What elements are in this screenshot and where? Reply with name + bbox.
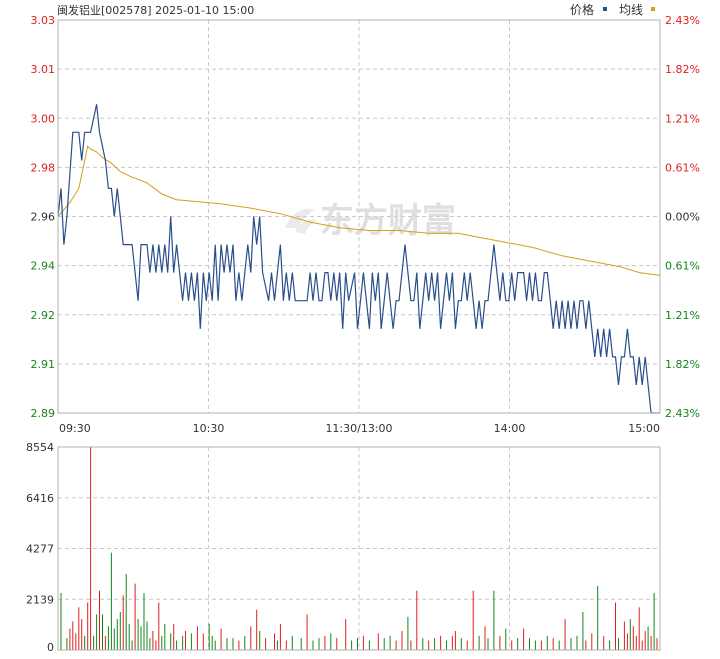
volume-y-tick-label: 0 [47, 641, 54, 654]
x-tick-label: 15:00 [628, 422, 660, 435]
y-tick-label-left: 2.89 [31, 407, 56, 420]
volume-bars-layer [57, 447, 661, 650]
axis-labels-layer: 3.03 2.43% 3.01 1.82% 3.00 1.21% 2.98 0.61% 2.96… [26, 14, 700, 654]
volume-y-tick-label: 8554 [26, 441, 54, 454]
x-tick-label: 14:00 [494, 422, 526, 435]
watermark-logo-icon [285, 208, 317, 234]
y-tick-label-right: 2.43% [665, 14, 700, 27]
volume-panel-frame [57, 446, 661, 651]
price-panel-frame [57, 19, 661, 414]
legend-swatch-avg [651, 7, 655, 11]
y-tick-label-left: 3.03 [31, 14, 56, 27]
legend-label-avg: 均线 [619, 3, 643, 17]
x-tick-label: 10:30 [193, 422, 225, 435]
volume-y-tick-label: 4277 [26, 543, 54, 556]
y-tick-label-left: 3.00 [31, 112, 56, 125]
avg-line [57, 145, 661, 276]
y-tick-label-left: 2.92 [31, 309, 56, 322]
y-tick-label-left: 2.91 [31, 358, 56, 371]
y-tick-label-left: 2.96 [31, 211, 56, 224]
grid-layer [58, 20, 660, 650]
y-tick-label-right: 2.43% [665, 407, 700, 420]
volume-y-tick-label: 6416 [26, 492, 54, 505]
price-line-layer [57, 104, 660, 414]
y-tick-label-right: 1.21% [665, 309, 700, 322]
y-tick-label-left: 2.98 [31, 161, 56, 174]
watermark: 东方财富 [285, 201, 456, 241]
legend-label-price: 价格 [570, 2, 594, 17]
x-tick-label: 11:30/13:00 [325, 422, 392, 435]
legend-swatch-price [603, 7, 607, 11]
price-line [57, 104, 660, 414]
frame-layer [57, 19, 661, 651]
y-tick-label-left: 3.01 [31, 63, 56, 76]
y-tick-label-right: 0.00% [665, 211, 700, 224]
legend: 价格 均线 [570, 2, 655, 17]
x-tick-label: 09:30 [59, 422, 91, 435]
y-tick-label-right: 1.21% [665, 112, 700, 125]
y-tick-label-right: 1.82% [665, 358, 700, 371]
y-tick-label-right: 0.61% [665, 161, 700, 174]
y-tick-label-right: 0.61% [665, 260, 700, 273]
y-tick-label-left: 2.94 [31, 260, 56, 273]
watermark-text: 东方财富 [320, 201, 456, 241]
avg-line-layer [57, 145, 661, 276]
y-tick-label-right: 1.82% [665, 63, 700, 76]
chart-title: 闽发铝业[002578] 2025-01-10 15:00 [57, 3, 254, 17]
volume-y-tick-label: 2139 [26, 593, 54, 606]
